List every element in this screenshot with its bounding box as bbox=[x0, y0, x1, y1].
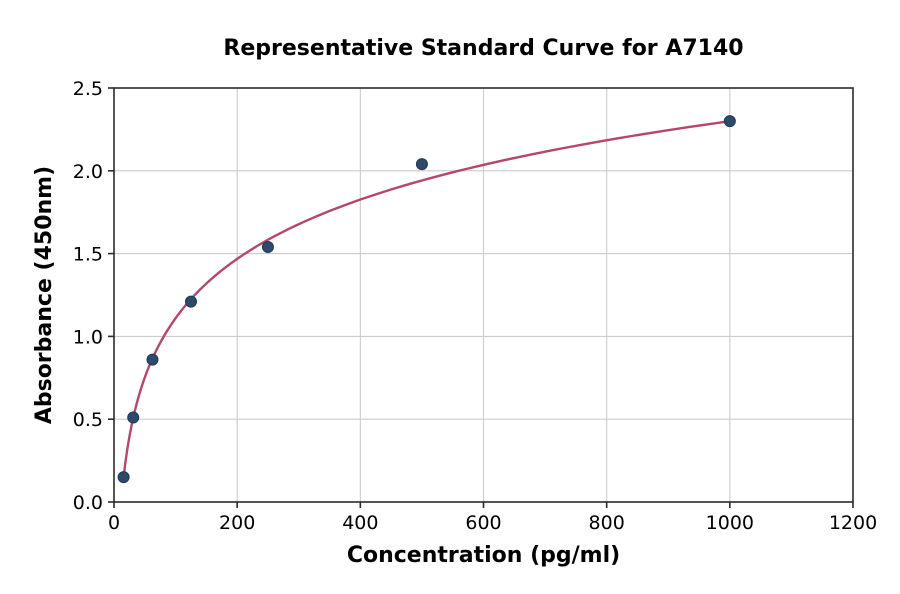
data-point bbox=[723, 115, 736, 128]
fit-curve bbox=[122, 119, 732, 479]
y-tick-label: 2.5 bbox=[73, 78, 103, 100]
y-tick-label: 0.5 bbox=[73, 409, 103, 431]
y-tick-label: 2.0 bbox=[73, 161, 103, 183]
x-tick-label: 1200 bbox=[829, 512, 877, 534]
data-point bbox=[127, 411, 140, 424]
data-point bbox=[261, 240, 274, 253]
x-tick-label: 800 bbox=[589, 512, 625, 534]
x-tick-label: 0 bbox=[108, 512, 120, 534]
x-tick-label: 200 bbox=[219, 512, 255, 534]
x-tick-label: 600 bbox=[465, 512, 501, 534]
x-tick-label: 1000 bbox=[706, 512, 754, 534]
y-axis-label: Absorbance (450nm) bbox=[32, 165, 57, 425]
data-point bbox=[146, 353, 159, 366]
y-tick-label: 0.0 bbox=[73, 492, 103, 514]
y-tick-label: 1.0 bbox=[73, 326, 103, 348]
data-point bbox=[184, 295, 197, 308]
x-tick-label: 400 bbox=[342, 512, 378, 534]
data-point bbox=[117, 471, 130, 484]
data-point bbox=[415, 158, 428, 171]
y-tick-label: 1.5 bbox=[73, 244, 103, 266]
chart-title: Representative Standard Curve for A7140 bbox=[223, 36, 744, 61]
x-axis-label: Concentration (pg/ml) bbox=[346, 543, 621, 568]
